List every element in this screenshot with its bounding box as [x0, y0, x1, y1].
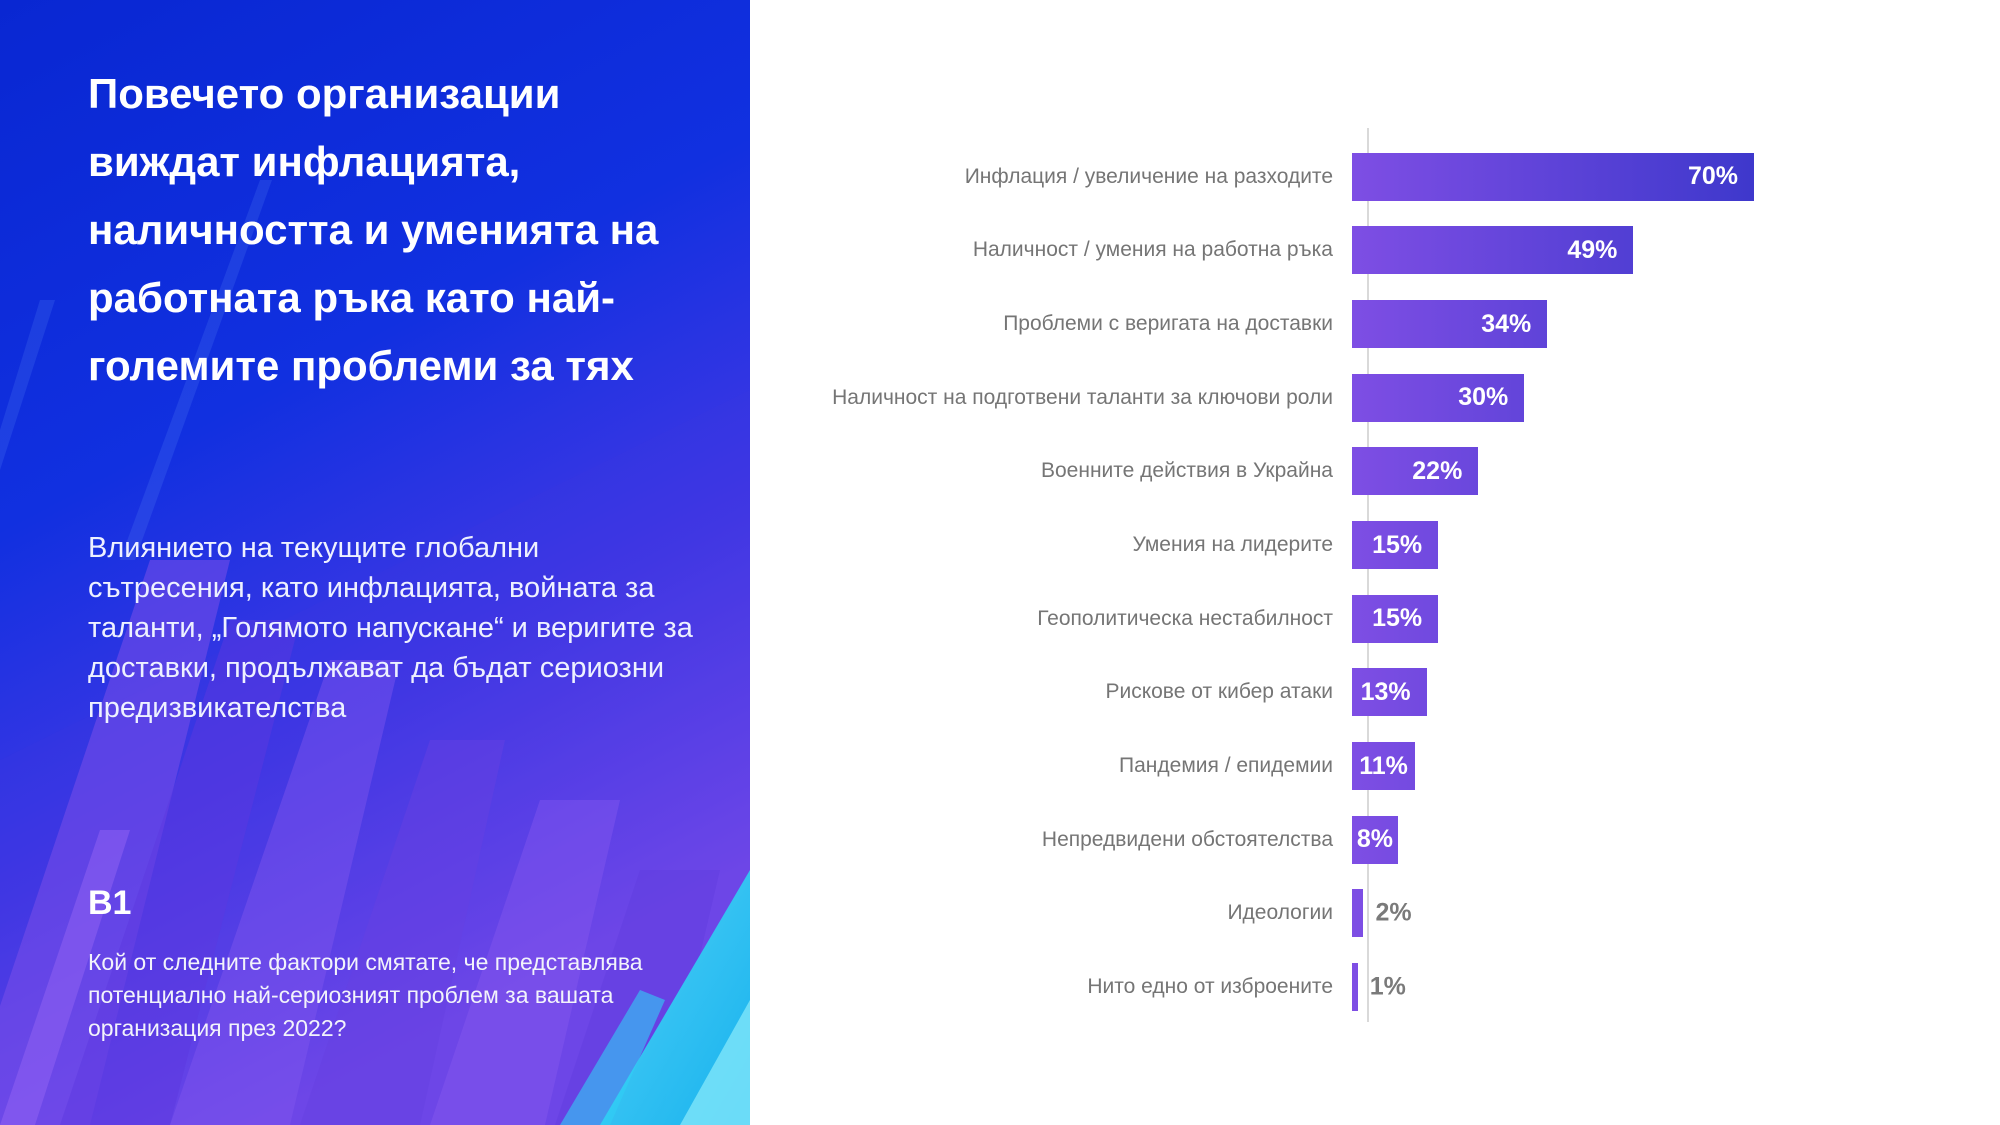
chart-row: Умения на лидерите 15% [750, 508, 1990, 582]
bar-area: 2% [1352, 889, 1990, 938]
bar [1352, 963, 1358, 1012]
value-label: 15% [1372, 604, 1423, 633]
chart-row: Инфлация / увеличение на разходите 70% [750, 140, 1990, 214]
chart-row: Нито едно от изброените 1% [750, 950, 1990, 1024]
chart-rows: Инфлация / увеличение на разходите 70% Нал… [750, 140, 1990, 1024]
value-label: 15% [1372, 530, 1423, 559]
chart-row: Идеологии 2% [750, 877, 1990, 951]
category-label: Пандемия / епидемии [1119, 754, 1333, 778]
left-panel: Повечето организации виждат инфлацията, … [0, 0, 750, 1125]
bar: 30% [1352, 373, 1525, 422]
bar: 11% [1352, 742, 1416, 791]
chart-row: Пандемия / епидемии 11% [750, 729, 1990, 803]
category-label: Рискове от кибер атаки [1105, 680, 1333, 704]
value-label: 34% [1481, 309, 1532, 338]
category-label: Геополитическа нестабилност [1037, 606, 1333, 630]
question-code: B1 [88, 884, 132, 922]
bar-area: 49% [1352, 226, 1990, 275]
bar: 34% [1352, 300, 1548, 349]
bar-area: 22% [1352, 447, 1990, 496]
bar-area: 15% [1352, 594, 1990, 643]
chart-axis-line [1367, 128, 1369, 1022]
value-label: 13% [1360, 677, 1411, 706]
category-label: Непредвидени обстоятелства [1041, 827, 1333, 851]
bar-area: 15% [1352, 521, 1990, 570]
category-label: Идеологии [1227, 901, 1333, 925]
chart-row: Наличност на подготвени таланти за ключо… [750, 361, 1990, 435]
bar-area: 1% [1352, 963, 1990, 1012]
bar: 15% [1352, 521, 1439, 570]
category-label: Умения на лидерите [1132, 533, 1333, 557]
bar: 70% [1352, 152, 1754, 201]
bar: 13% [1352, 668, 1427, 717]
value-label: 1% [1369, 972, 1406, 1001]
diagonal-slabs [0, 560, 720, 1125]
chart-row: Непредвидени обстоятелства 8% [750, 803, 1990, 877]
background-graphic [0, 0, 750, 1125]
bar-area: 8% [1352, 815, 1990, 864]
bar: 15% [1352, 594, 1439, 643]
category-label: Военните действия в Украйна [1040, 459, 1333, 483]
chart-row: Военните действия в Украйна 22% [750, 435, 1990, 509]
question-text: Кой от следните фактори смятате, че пред… [88, 949, 643, 1041]
category-label: Проблеми с веригата на доставки [1003, 312, 1333, 336]
bar-chart: Инфлация / увеличение на разходите 70% Нал… [750, 128, 1990, 1024]
value-label: 2% [1375, 898, 1412, 927]
bar-area: 70% [1352, 152, 1990, 201]
value-label: 11% [1359, 751, 1408, 780]
value-label: 70% [1687, 162, 1738, 191]
category-label: Наличност на подготвени таланти за ключо… [832, 385, 1333, 409]
value-label: 49% [1567, 235, 1618, 264]
bar: 22% [1352, 447, 1479, 496]
slide-title: Повечето организации виждат инфлацията, … [88, 70, 659, 389]
bar: 49% [1352, 226, 1634, 275]
value-label: 22% [1412, 456, 1463, 485]
chart-row: Проблеми с веригата на доставки 34% [750, 287, 1990, 361]
category-label: Нито едно от изброените [1087, 975, 1333, 999]
chart-row: Рискове от кибер атаки 13% [750, 656, 1990, 730]
category-label: Инфлация / увеличение на разходите [964, 164, 1333, 188]
category-label: Наличност / умения на работна ръка [972, 238, 1333, 262]
slide-subtitle: Влиянието на текущите глобални сътресени… [88, 532, 693, 724]
bar-area: 30% [1352, 373, 1990, 422]
bar-area: 13% [1352, 668, 1990, 717]
value-label: 30% [1458, 383, 1509, 412]
chart-row: Геополитическа нестабилност 15% [750, 582, 1990, 656]
value-label: 8% [1356, 825, 1394, 854]
bar-area: 34% [1352, 300, 1990, 349]
bar: 8% [1352, 815, 1398, 864]
bar-area: 11% [1352, 742, 1990, 791]
chart-row: Наличност / умения на работна ръка 49% [750, 214, 1990, 288]
bar [1352, 889, 1364, 938]
